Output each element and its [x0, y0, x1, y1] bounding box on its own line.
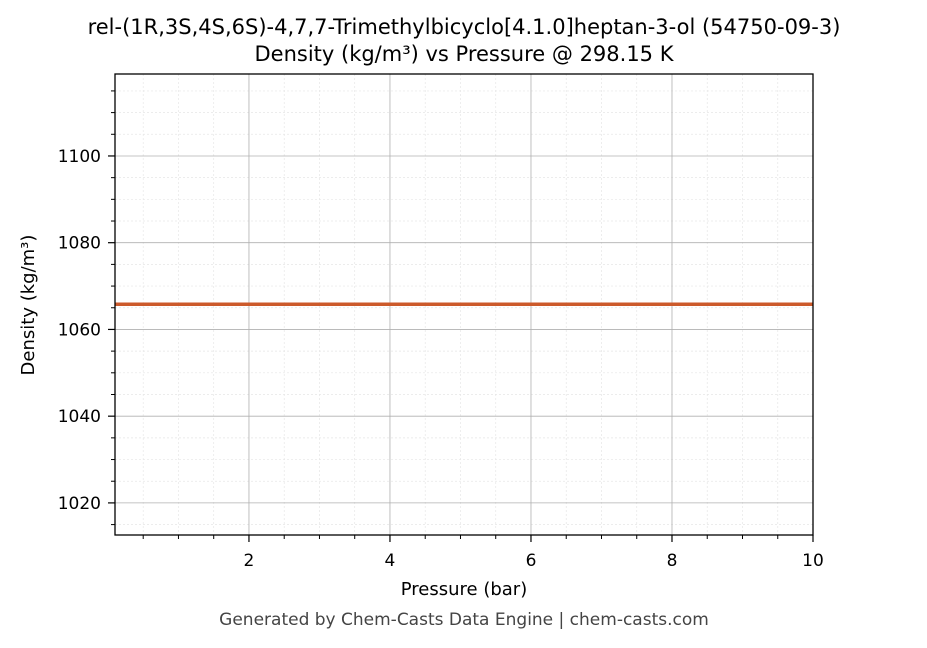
minor-grid	[115, 74, 813, 535]
y-tick-label: 1080	[58, 234, 101, 254]
x-tick-label: 6	[526, 551, 537, 571]
y-tick-label: 1060	[58, 320, 101, 340]
x-tick-label: 10	[802, 551, 824, 571]
ticks-layer: 2 4 6 8 10 1020 1040 1060 1080 1100	[58, 90, 824, 571]
x-tick-label: 2	[244, 551, 255, 571]
y-tick-label: 1040	[58, 407, 101, 427]
x-tick-label: 4	[385, 551, 396, 571]
footer-text: Generated by Chem-Casts Data Engine | ch…	[219, 610, 709, 630]
chart-subtitle: Density (kg/m³) vs Pressure @ 298.15 K	[254, 42, 674, 66]
plot-frame	[114, 73, 814, 536]
chart-title: rel-(1R,3S,4S,6S)-4,7,7-Trimethylbicyclo…	[88, 15, 841, 39]
x-axis-label: Pressure (bar)	[401, 579, 527, 600]
y-tick-label: 1020	[58, 494, 101, 514]
x-tick-label: 8	[667, 551, 678, 571]
y-tick-label: 1100	[58, 147, 101, 167]
y-axis-label: Density (kg/m³)	[18, 235, 39, 376]
